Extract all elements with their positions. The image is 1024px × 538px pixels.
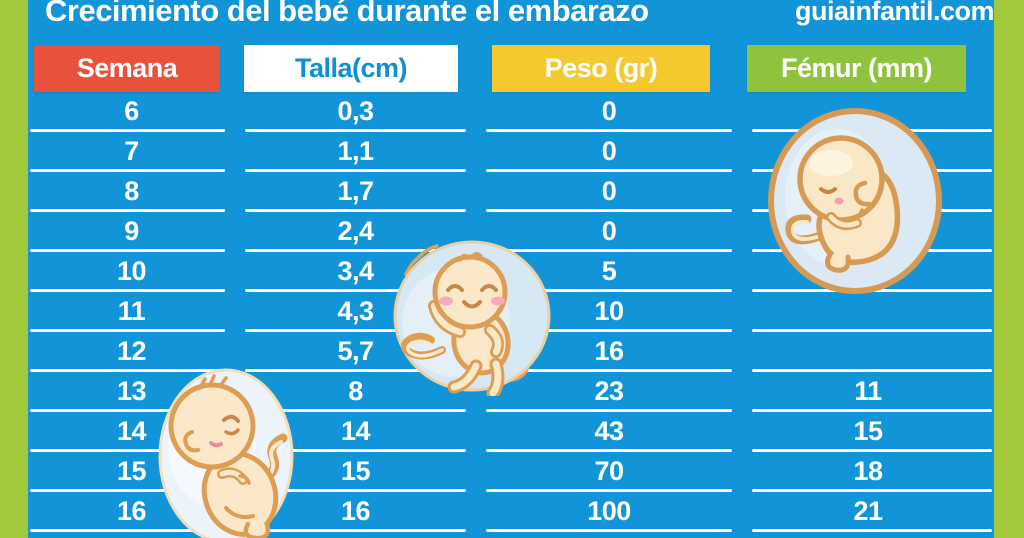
cell-peso: 0 (476, 92, 742, 132)
cell-peso: 0 (476, 172, 742, 212)
table-row: 12 5,7 16 (28, 332, 994, 372)
cell-femur: 11 (742, 372, 994, 412)
header-talla: Talla(cm) (235, 45, 476, 92)
cell-peso: 100 (476, 492, 742, 532)
cell-femur: 21 (742, 492, 994, 532)
cell-talla: 5,7 (235, 332, 476, 372)
cell-talla: 1,7 (235, 172, 476, 212)
cell-semana: 9 (28, 212, 235, 252)
table-row: 13 8 23 11 (28, 372, 994, 412)
cell-semana: 15 (28, 452, 235, 492)
cell-talla: 3,4 (235, 252, 476, 292)
cell-peso: 5 (476, 252, 742, 292)
cell-peso: 23 (476, 372, 742, 412)
cell-talla: 2,4 (235, 212, 476, 252)
header-femur-box: Fémur (mm) (747, 45, 966, 92)
cell-semana: 16 (28, 492, 235, 532)
cell-talla: 16 (235, 492, 476, 532)
fetus-waving-illustration (393, 240, 551, 396)
cell-peso: 0 (476, 132, 742, 172)
cell-semana: 13 (28, 372, 235, 412)
header-peso: Peso (gr) (476, 45, 742, 92)
cell-talla: 14 (235, 412, 476, 452)
cell-talla: 0,3 (235, 92, 476, 132)
cell-semana: 7 (28, 132, 235, 172)
cell-peso: 0 (476, 212, 742, 252)
cell-talla: 8 (235, 372, 476, 412)
cell-talla: 15 (235, 452, 476, 492)
header-talla-box: Talla(cm) (244, 45, 458, 92)
cell-femur: 18 (742, 452, 994, 492)
cell-semana: 14 (28, 412, 235, 452)
fetus-sleeping-illustration (158, 368, 294, 538)
cell-femur (742, 332, 994, 372)
cell-femur (742, 292, 994, 332)
header-peso-box: Peso (gr) (492, 45, 710, 92)
table-row: 16 16 100 21 (28, 492, 994, 532)
cell-peso: 16 (476, 332, 742, 372)
cell-peso: 10 (476, 292, 742, 332)
cell-semana: 8 (28, 172, 235, 212)
cell-femur: 15 (742, 412, 994, 452)
cell-talla: 4,3 (235, 292, 476, 332)
frame-left (0, 0, 28, 538)
page-title: Crecimiento del bebé durante el embarazo (45, 0, 649, 28)
embryo-illustration (768, 108, 942, 294)
cell-semana: 6 (28, 92, 235, 132)
cell-peso: 43 (476, 412, 742, 452)
header-semana: Semana (28, 45, 235, 92)
cell-peso: 70 (476, 452, 742, 492)
frame-right (994, 0, 1024, 538)
brand-watermark: guiainfantil.com (794, 0, 995, 26)
cell-semana: 11 (28, 292, 235, 332)
cell-semana: 10 (28, 252, 235, 292)
cell-talla: 1,1 (235, 132, 476, 172)
table-row: 15 15 70 18 (28, 452, 994, 492)
header-femur: Fémur (mm) (742, 45, 994, 92)
titlebar: Crecimiento del bebé durante el embarazo… (45, 0, 1000, 35)
table-header-row: Semana Talla(cm) Peso (gr) Fémur (mm) (28, 45, 994, 92)
table-row: 14 14 43 15 (28, 412, 994, 452)
table-row: 11 4,3 10 (28, 292, 994, 332)
cell-semana: 12 (28, 332, 235, 372)
header-semana-box: Semana (34, 45, 220, 92)
